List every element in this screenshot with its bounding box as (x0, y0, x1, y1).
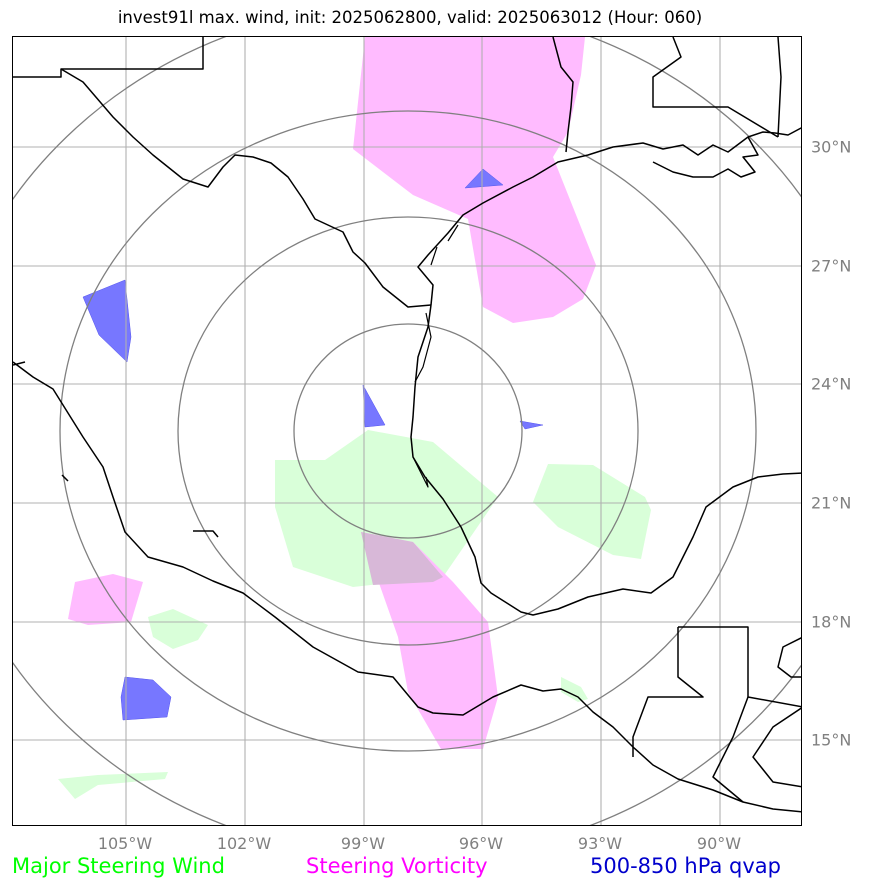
overlap-area (361, 532, 443, 585)
legend-qvap: 500-850 hPa qvap (590, 854, 781, 878)
map-canvas (13, 37, 801, 825)
lat-label-27n: 27°N (811, 256, 852, 276)
lon-label-99w: 99°W (340, 834, 386, 853)
lon-label-93w: 93°W (577, 834, 623, 853)
lat-label-18n: 18°N (811, 612, 852, 632)
lon-label-105w: 105°W (97, 834, 153, 853)
lat-label-15n: 15°N (811, 730, 852, 750)
map-frame (12, 36, 802, 826)
map-title: invest91l max. wind, init: 2025062800, v… (117, 8, 703, 27)
coastlines (13, 37, 801, 813)
steering-wind-areas (58, 430, 651, 799)
legend-vorticity: Steering Vorticity (306, 854, 488, 878)
lat-label-30n: 30°N (811, 137, 852, 157)
lat-label-21n: 21°N (811, 493, 852, 513)
lon-label-90w: 90°W (696, 834, 742, 853)
qvap-areas (82, 168, 544, 721)
lon-label-96w: 96°W (458, 834, 504, 853)
lat-label-24n: 24°N (811, 374, 852, 394)
range-rings (13, 37, 801, 825)
lon-label-102w: 102°W (216, 834, 272, 853)
legend-wind: Major Steering Wind (12, 854, 225, 878)
